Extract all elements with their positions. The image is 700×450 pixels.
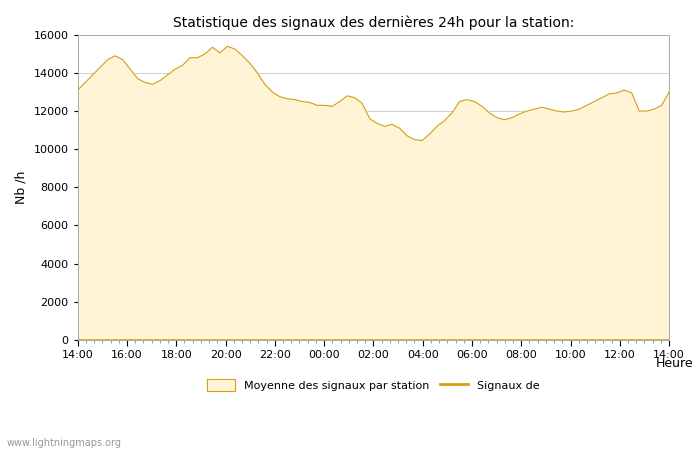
X-axis label: Heure: Heure <box>656 356 694 369</box>
Legend: Moyenne des signaux par station, Signaux de: Moyenne des signaux par station, Signaux… <box>203 375 544 395</box>
Y-axis label: Nb /h: Nb /h <box>15 171 28 204</box>
Title: Statistique des signaux des dernières 24h pour la station:: Statistique des signaux des dernières 24… <box>173 15 574 30</box>
Text: www.lightningmaps.org: www.lightningmaps.org <box>7 438 122 448</box>
